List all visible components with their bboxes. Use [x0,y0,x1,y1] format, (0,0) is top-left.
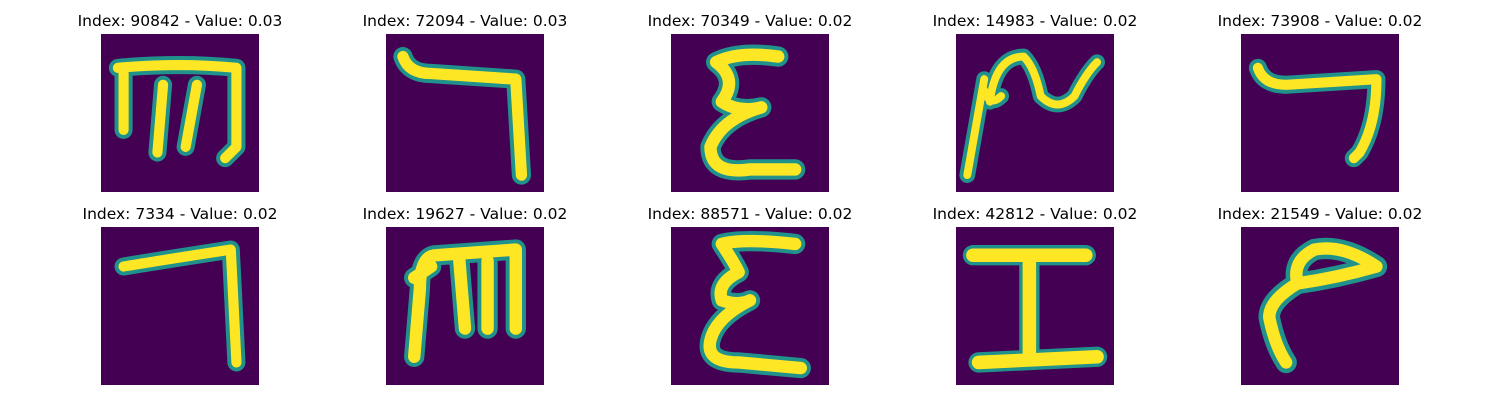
panel-4: Index: 14983 - Value: 0.02 [905,12,1165,198]
glyph-image [386,227,544,385]
panel-10: Index: 21549 - Value: 0.02 [1190,205,1450,391]
panel-8: Index: 88571 - Value: 0.02 [620,205,880,391]
panel-title: Index: 21549 - Value: 0.02 [1217,205,1423,223]
panel-5: Index: 73908 - Value: 0.02 [1190,12,1450,198]
panel-title: Index: 70349 - Value: 0.02 [647,12,853,30]
glyph-image [956,227,1114,385]
panel-6: Index: 7334 - Value: 0.02 [50,205,310,391]
panel-title: Index: 73908 - Value: 0.02 [1217,12,1423,30]
glyph-image [1241,227,1399,385]
glyph-image [956,34,1114,192]
panel-title: Index: 88571 - Value: 0.02 [647,205,853,223]
panel-7: Index: 19627 - Value: 0.02 [335,205,595,391]
panel-title: Index: 14983 - Value: 0.02 [932,12,1138,30]
panel-2: Index: 72094 - Value: 0.03 [335,12,595,198]
panel-9: Index: 42812 - Value: 0.02 [905,205,1165,391]
panel-title: Index: 19627 - Value: 0.02 [362,205,568,223]
glyph-image [671,34,829,192]
panel-title: Index: 72094 - Value: 0.03 [362,12,568,30]
panel-3: Index: 70349 - Value: 0.02 [620,12,880,198]
panel-title: Index: 42812 - Value: 0.02 [932,205,1138,223]
glyph-image [101,227,259,385]
glyph-image [671,227,829,385]
glyph-image [1241,34,1399,192]
glyph-image [386,34,544,192]
panel-title: Index: 7334 - Value: 0.02 [82,205,278,223]
panel-title: Index: 90842 - Value: 0.03 [77,12,283,30]
glyph-image [101,34,259,192]
panel-1: Index: 90842 - Value: 0.03 [50,12,310,198]
